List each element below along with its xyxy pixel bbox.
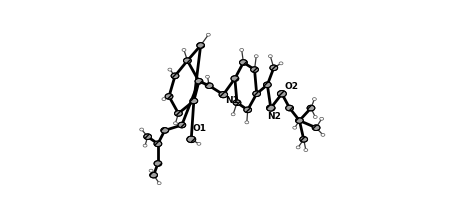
Ellipse shape: [144, 134, 152, 140]
Ellipse shape: [244, 107, 252, 113]
Ellipse shape: [266, 105, 275, 111]
Ellipse shape: [187, 136, 196, 143]
Ellipse shape: [231, 76, 239, 81]
Ellipse shape: [268, 55, 272, 58]
Ellipse shape: [190, 98, 198, 104]
Ellipse shape: [253, 91, 261, 97]
Ellipse shape: [270, 65, 278, 71]
Ellipse shape: [171, 73, 179, 79]
Ellipse shape: [174, 111, 182, 116]
Ellipse shape: [240, 48, 244, 51]
Ellipse shape: [178, 122, 186, 128]
Ellipse shape: [293, 126, 297, 129]
Ellipse shape: [312, 125, 320, 131]
Ellipse shape: [149, 169, 153, 172]
Ellipse shape: [150, 172, 157, 178]
Ellipse shape: [154, 141, 162, 147]
Ellipse shape: [307, 105, 315, 111]
Ellipse shape: [279, 62, 283, 65]
Ellipse shape: [300, 136, 308, 142]
Ellipse shape: [197, 142, 201, 145]
Ellipse shape: [245, 121, 249, 124]
Ellipse shape: [321, 133, 325, 136]
Ellipse shape: [162, 98, 166, 100]
Ellipse shape: [286, 105, 293, 111]
Ellipse shape: [264, 82, 271, 88]
Ellipse shape: [140, 128, 144, 131]
Ellipse shape: [197, 43, 205, 48]
Ellipse shape: [320, 117, 324, 120]
Ellipse shape: [231, 113, 235, 116]
Text: N1: N1: [226, 95, 239, 105]
Ellipse shape: [239, 60, 247, 65]
Ellipse shape: [195, 78, 203, 84]
Text: O2: O2: [284, 82, 298, 91]
Ellipse shape: [183, 58, 191, 63]
Text: N2: N2: [267, 112, 281, 122]
Ellipse shape: [296, 146, 300, 149]
Ellipse shape: [161, 128, 169, 133]
Ellipse shape: [168, 68, 172, 71]
Text: O1: O1: [193, 124, 207, 133]
Ellipse shape: [182, 48, 186, 51]
Ellipse shape: [173, 122, 177, 125]
Ellipse shape: [251, 67, 258, 72]
Ellipse shape: [206, 33, 210, 36]
Ellipse shape: [304, 149, 308, 151]
Ellipse shape: [219, 92, 228, 98]
Ellipse shape: [205, 83, 213, 89]
Ellipse shape: [165, 94, 173, 99]
Ellipse shape: [233, 100, 241, 105]
Ellipse shape: [157, 182, 161, 185]
Ellipse shape: [254, 55, 258, 58]
Ellipse shape: [206, 75, 210, 78]
Ellipse shape: [154, 161, 162, 166]
Ellipse shape: [313, 115, 317, 118]
Ellipse shape: [296, 118, 303, 123]
Ellipse shape: [143, 144, 147, 147]
Ellipse shape: [312, 98, 316, 100]
Ellipse shape: [277, 90, 286, 97]
